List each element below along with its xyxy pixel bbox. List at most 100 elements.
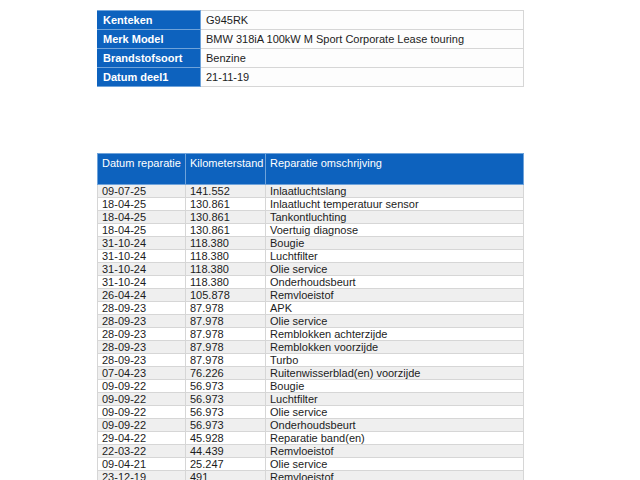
repair-date-cell: 31-10-24 bbox=[98, 263, 186, 276]
repair-row: 31-10-24118.380Onderhoudsbeurt bbox=[98, 276, 524, 289]
repair-description-cell: Turbo bbox=[266, 354, 524, 367]
repair-row: 31-10-24118.380Luchtfilter bbox=[98, 250, 524, 263]
repair-odometer-cell: 118.380 bbox=[186, 263, 266, 276]
repair-description-cell: Luchtfilter bbox=[266, 250, 524, 263]
repair-odometer-cell: 105.878 bbox=[186, 289, 266, 302]
repair-date-cell: 28-09-23 bbox=[98, 302, 186, 315]
repair-date-cell: 09-04-21 bbox=[98, 458, 186, 471]
repair-date-cell: 09-07-25 bbox=[98, 185, 186, 198]
repair-date-cell: 22-03-22 bbox=[98, 445, 186, 458]
repair-odometer-cell: 141.552 bbox=[186, 185, 266, 198]
repair-description-cell: Reparatie band(en) bbox=[266, 432, 524, 445]
repair-description-cell: Luchtfilter bbox=[266, 393, 524, 406]
repair-date-cell: 28-09-23 bbox=[98, 315, 186, 328]
repair-date-cell: 31-10-24 bbox=[98, 276, 186, 289]
vehicle-report-page: KentekenG945RKMerk ModelBMW 318iA 100kW … bbox=[0, 0, 640, 480]
repair-row: 31-10-24118.380Bougie bbox=[98, 237, 524, 250]
repair-description-cell: Remvloeistof bbox=[266, 445, 524, 458]
repair-row: 09-09-2256.973Luchtfilter bbox=[98, 393, 524, 406]
repair-row: 28-09-2387.978Remblokken voorzijde bbox=[98, 341, 524, 354]
repair-odometer-cell: 76.226 bbox=[186, 367, 266, 380]
repair-odometer-cell: 56.973 bbox=[186, 393, 266, 406]
repair-description-cell: Remblokken achterzijde bbox=[266, 328, 524, 341]
repair-odometer-cell: 87.978 bbox=[186, 302, 266, 315]
vehicle-info-label: Datum deel1 bbox=[98, 68, 201, 87]
repair-row: 29-04-2245.928Reparatie band(en) bbox=[98, 432, 524, 445]
repair-description-cell: Remvloeistof bbox=[266, 289, 524, 302]
repair-description-cell: Olie service bbox=[266, 406, 524, 419]
repair-row: 09-09-2256.973Onderhoudsbeurt bbox=[98, 419, 524, 432]
repair-date-cell: 09-09-22 bbox=[98, 380, 186, 393]
repair-description-cell: Inlaatluchtslang bbox=[266, 185, 524, 198]
repair-date-cell: 31-10-24 bbox=[98, 237, 186, 250]
vehicle-info-row: Datum deel121-11-19 bbox=[98, 68, 524, 87]
repair-odometer-cell: 118.380 bbox=[186, 237, 266, 250]
vehicle-info-row: KentekenG945RK bbox=[98, 11, 524, 30]
repair-odometer-cell: 118.380 bbox=[186, 250, 266, 263]
vehicle-info-value: BMW 318iA 100kW M Sport Corporate Lease … bbox=[201, 30, 524, 49]
vehicle-info-label: Merk Model bbox=[98, 30, 201, 49]
repair-odometer-cell: 130.861 bbox=[186, 211, 266, 224]
repair-row: 18-04-25130.861Voertuig diagnose bbox=[98, 224, 524, 237]
repair-date-cell: 28-09-23 bbox=[98, 354, 186, 367]
vehicle-info-value: 21-11-19 bbox=[201, 68, 524, 87]
repair-odometer-cell: 87.978 bbox=[186, 328, 266, 341]
repair-odometer-cell: 87.978 bbox=[186, 315, 266, 328]
repair-description-cell: Bougie bbox=[266, 380, 524, 393]
repair-odometer-cell: 25.247 bbox=[186, 458, 266, 471]
vehicle-info-value: Benzine bbox=[201, 49, 524, 68]
repair-description-cell: Remvloeistof bbox=[266, 471, 524, 480]
repair-date-cell: 28-09-23 bbox=[98, 328, 186, 341]
repair-row: 28-09-2387.978Turbo bbox=[98, 354, 524, 367]
repair-row: 18-04-25130.861Inlaatlucht temperatuur s… bbox=[98, 198, 524, 211]
repair-row: 09-09-2256.973Olie service bbox=[98, 406, 524, 419]
repair-odometer-cell: 87.978 bbox=[186, 341, 266, 354]
repair-odometer-cell: 130.861 bbox=[186, 224, 266, 237]
repair-odometer-cell: 56.973 bbox=[186, 380, 266, 393]
repair-description-cell: APK bbox=[266, 302, 524, 315]
repair-row: 28-09-2387.978Olie service bbox=[98, 315, 524, 328]
vehicle-info-row: BrandstofsoortBenzine bbox=[98, 49, 524, 68]
repair-description-cell: Onderhoudsbeurt bbox=[266, 276, 524, 289]
column-header-datum-reparatie: Datum reparatie bbox=[98, 154, 186, 185]
vehicle-info-label: Kenteken bbox=[98, 11, 201, 30]
repair-row: 28-09-2387.978Remblokken achterzijde bbox=[98, 328, 524, 341]
repair-row: 26-04-24105.878Remvloeistof bbox=[98, 289, 524, 302]
vehicle-info-value: G945RK bbox=[201, 11, 524, 30]
repair-description-cell: Inlaatlucht temperatuur sensor bbox=[266, 198, 524, 211]
repair-odometer-cell: 491 bbox=[186, 471, 266, 480]
repair-odometer-cell: 87.978 bbox=[186, 354, 266, 367]
repair-odometer-cell: 44.439 bbox=[186, 445, 266, 458]
repair-date-cell: 18-04-25 bbox=[98, 224, 186, 237]
repair-description-cell: Onderhoudsbeurt bbox=[266, 419, 524, 432]
vehicle-info-table: KentekenG945RKMerk ModelBMW 318iA 100kW … bbox=[97, 10, 524, 87]
repair-date-cell: 26-04-24 bbox=[98, 289, 186, 302]
repair-description-cell: Olie service bbox=[266, 315, 524, 328]
repair-row: 18-04-25130.861Tankontluchting bbox=[98, 211, 524, 224]
vehicle-info-label: Brandstofsoort bbox=[98, 49, 201, 68]
repair-row: 28-09-2387.978APK bbox=[98, 302, 524, 315]
repair-date-cell: 09-09-22 bbox=[98, 419, 186, 432]
repair-row: 07-04-2376.226Ruitenwisserblad(en) voorz… bbox=[98, 367, 524, 380]
repair-header-row: Datum reparatieKilometerstandReparatie o… bbox=[98, 154, 524, 185]
repair-date-cell: 09-09-22 bbox=[98, 406, 186, 419]
repair-date-cell: 07-04-23 bbox=[98, 367, 186, 380]
repair-date-cell: 09-09-22 bbox=[98, 393, 186, 406]
repair-odometer-cell: 56.973 bbox=[186, 419, 266, 432]
repair-row: 22-03-2244.439Remvloeistof bbox=[98, 445, 524, 458]
repair-description-cell: Bougie bbox=[266, 237, 524, 250]
repair-description-cell: Ruitenwisserblad(en) voorzijde bbox=[266, 367, 524, 380]
repair-odometer-cell: 56.973 bbox=[186, 406, 266, 419]
repair-odometer-cell: 45.928 bbox=[186, 432, 266, 445]
vehicle-info-row: Merk ModelBMW 318iA 100kW M Sport Corpor… bbox=[98, 30, 524, 49]
repair-date-cell: 29-04-22 bbox=[98, 432, 186, 445]
repair-date-cell: 18-04-25 bbox=[98, 211, 186, 224]
repair-description-cell: Tankontluchting bbox=[266, 211, 524, 224]
repair-date-cell: 31-10-24 bbox=[98, 250, 186, 263]
repair-odometer-cell: 130.861 bbox=[186, 198, 266, 211]
repair-history-table: Datum reparatieKilometerstandReparatie o… bbox=[97, 153, 524, 480]
repair-description-cell: Remblokken voorzijde bbox=[266, 341, 524, 354]
repair-odometer-cell: 118.380 bbox=[186, 276, 266, 289]
repair-row: 09-07-25141.552Inlaatluchtslang bbox=[98, 185, 524, 198]
repair-date-cell: 18-04-25 bbox=[98, 198, 186, 211]
